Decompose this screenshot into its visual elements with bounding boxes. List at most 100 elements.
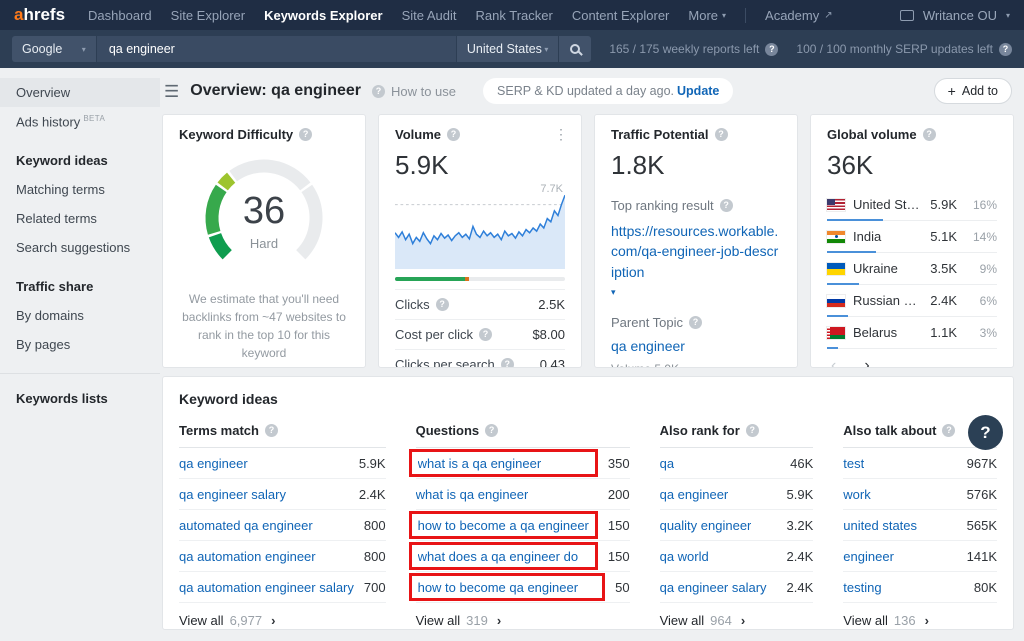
keyword-input[interactable] — [96, 36, 456, 62]
keyword-link[interactable]: qa automation engineer — [179, 549, 316, 565]
keyword-volume: 200 — [607, 486, 630, 502]
keyword-link[interactable]: qa automation engineer salary — [179, 580, 354, 596]
keyword-link[interactable]: quality engineer — [659, 518, 752, 534]
card-title: Traffic Potential — [611, 127, 781, 142]
help-icon[interactable] — [264, 424, 278, 437]
keyword-link[interactable]: work — [843, 487, 871, 503]
sidebar-item-by-domains[interactable]: By domains — [16, 308, 84, 324]
topnav-item-rank-tracker[interactable]: Rank Tracker — [476, 8, 553, 23]
keyword-link[interactable]: qa engineer — [179, 456, 248, 472]
nav-item-academy[interactable]: Academy ↗ — [765, 7, 833, 23]
keyword-link[interactable]: automated qa engineer — [179, 518, 313, 534]
view-all-link[interactable]: View all 6,977 › — [179, 603, 386, 629]
help-icon[interactable] — [719, 199, 733, 212]
help-icon[interactable] — [765, 42, 779, 56]
help-icon[interactable] — [942, 424, 956, 437]
keyword-row: qa engineer salary 2.4K — [179, 479, 386, 510]
help-icon[interactable] — [714, 128, 728, 141]
sidebar-item-ads-history[interactable]: Ads history BETA — [16, 114, 106, 130]
keyword-link[interactable]: what is qa engineer — [415, 487, 529, 503]
keyword-row: what does a qa engineer do 150 — [408, 541, 630, 572]
stat-label: Clicks per search — [395, 357, 514, 367]
topnav-item-dashboard[interactable]: Dashboard — [88, 8, 152, 23]
how-to-use-link[interactable]: How to use — [371, 84, 456, 99]
ru-flag-icon — [827, 294, 845, 307]
help-icon[interactable] — [447, 128, 460, 141]
keyword-link[interactable]: testing — [843, 580, 882, 596]
keyword-link[interactable]: what is a qa engineer — [417, 456, 542, 472]
help-icon[interactable] — [998, 42, 1012, 56]
view-all-count: 6,977 — [229, 613, 263, 628]
keyword-link[interactable]: qa engineer salary — [659, 580, 767, 596]
topnav-item-label: Site Audit — [401, 7, 457, 23]
sidebar-item-by-pages[interactable]: By pages — [16, 337, 71, 353]
main-content: ☰ Overview: qa engineer How to use SERP … — [160, 68, 1024, 641]
menu-icon[interactable]: ☰ — [164, 81, 180, 101]
topnav-item-site-audit[interactable]: Site Audit — [402, 8, 457, 23]
topnav-item-site-explorer[interactable]: Site Explorer — [171, 8, 245, 23]
help-icon[interactable] — [922, 128, 936, 141]
paid-clicks-segment — [464, 277, 469, 281]
column-also-rank-for: Also rank for qa 46K qa engineer 5.9K quality… — [659, 417, 814, 629]
keyword-cell: engineer — [843, 548, 956, 564]
view-all-label: View all — [179, 613, 224, 628]
topnav-item-more[interactable]: More ▾ — [688, 8, 726, 23]
country-percent: 16% — [972, 197, 997, 212]
help-icon[interactable] — [479, 328, 493, 341]
help-icon[interactable] — [485, 424, 499, 437]
difficulty-value: 36 — [242, 190, 286, 232]
country-select[interactable]: United States ▾ — [456, 36, 559, 62]
help-icon[interactable] — [435, 298, 449, 311]
view-all-link[interactable]: View all 319 › — [416, 603, 630, 629]
keyword-link[interactable]: test — [843, 456, 865, 472]
sidebar-item-search-suggestions[interactable]: Search suggestions — [16, 240, 131, 256]
difficulty-note: We estimate that you'll need backlinks f… — [182, 292, 346, 360]
parent-topic-volume: Volume 5.9K — [611, 362, 781, 367]
keyword-link[interactable]: engineer — [843, 549, 894, 565]
keyword-link[interactable]: qa engineer — [659, 487, 729, 503]
keyword-link[interactable]: qa engineer salary — [179, 487, 286, 503]
view-all-link[interactable]: View all 964 › — [660, 603, 814, 629]
column-header-questions: Questions — [415, 417, 630, 448]
parent-topic-link[interactable]: qa engineer — [611, 337, 685, 354]
next-page-icon[interactable]: › — [864, 357, 870, 368]
search-button[interactable] — [559, 36, 592, 62]
keyword-link[interactable]: qa — [659, 456, 675, 472]
topnav-item-content-explorer[interactable]: Content Explorer — [572, 8, 670, 23]
keyword-link[interactable]: how to become a qa engineer — [417, 518, 589, 534]
search-engine-select[interactable]: Google ▾ — [12, 36, 96, 62]
keyword-row: automated qa engineer 800 — [179, 510, 386, 541]
keyword-link[interactable]: how to become qa engineer — [417, 580, 579, 596]
help-icon[interactable] — [745, 424, 759, 437]
keyword-ideas-columns: Terms match qa engineer 5.9K qa engineer sa… — [179, 417, 997, 629]
country-share-bar — [827, 315, 848, 317]
sidebar-item-related-terms[interactable]: Related terms — [16, 211, 97, 227]
prev-page-icon[interactable]: ‹ — [831, 357, 837, 368]
top-ranking-result-link[interactable]: https://resources.workable.com/qa-engine… — [611, 223, 779, 280]
expand-caret-icon[interactable]: ▾ — [611, 286, 616, 297]
keyword-volume: 150 — [607, 548, 630, 564]
stat-label: Cost per click — [395, 327, 493, 342]
kebab-menu-icon[interactable]: ⋮ — [554, 126, 568, 142]
ahrefs-logo[interactable]: ahrefs — [14, 5, 66, 24]
keyword-link[interactable]: what does a qa engineer do — [417, 549, 579, 565]
keyword-link[interactable]: united states — [843, 518, 918, 534]
account-menu[interactable]: Writance OU ▾ — [899, 8, 1010, 23]
topnav-item-keywords-explorer[interactable]: Keywords Explorer — [264, 8, 383, 23]
help-icon[interactable] — [299, 128, 313, 141]
keyword-volume: 3.2K — [786, 517, 814, 533]
update-link[interactable]: Update — [677, 84, 720, 98]
help-icon[interactable] — [500, 358, 514, 367]
keyword-link[interactable]: qa world — [659, 549, 709, 565]
sidebar-item-matching-terms[interactable]: Matching terms — [16, 182, 105, 198]
keyword-volume: 141K — [966, 548, 997, 564]
add-to-button[interactable]: + Add to — [933, 78, 1012, 104]
help-fab-button[interactable]: ? — [968, 415, 1003, 450]
help-icon[interactable] — [689, 315, 703, 329]
country-share-bar — [827, 251, 876, 253]
keyword-row: united states 565K — [843, 510, 997, 541]
keyword-cell: qa engineer salary — [660, 579, 777, 595]
keyword-cell: quality engineer — [660, 517, 777, 533]
sidebar-item-overview[interactable]: Overview — [0, 78, 160, 107]
view-all-link[interactable]: View all 136 › — [843, 603, 997, 629]
